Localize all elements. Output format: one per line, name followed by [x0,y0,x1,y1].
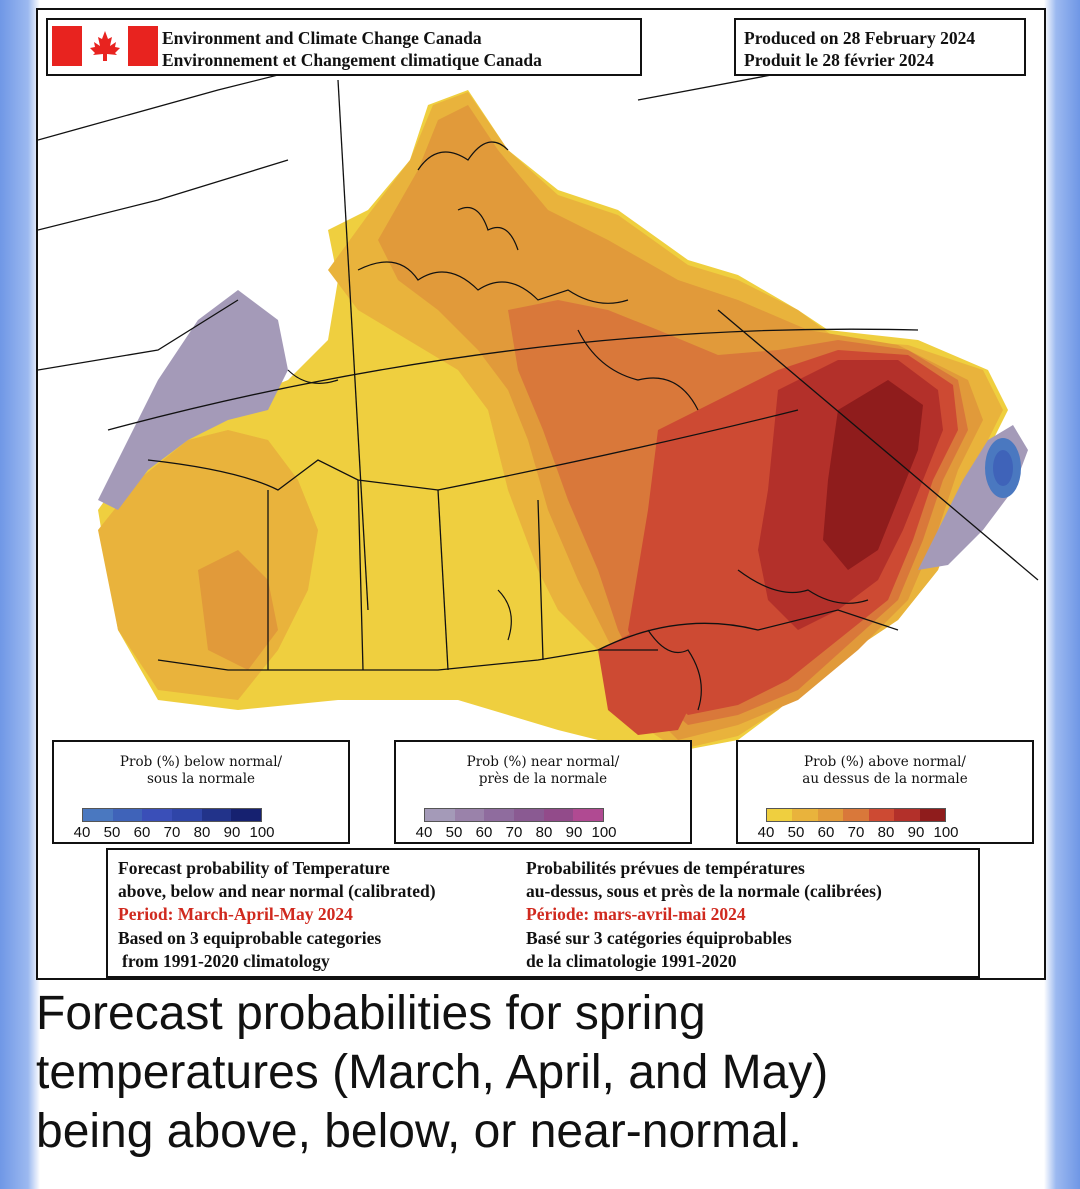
legend-below-normal: Prob (%) below normal/ sous la normale 4… [52,740,350,844]
agency-header: Environment and Climate Change Canada En… [46,18,642,76]
boundary-lines [38,59,1039,671]
info-en-line5: from 1991-2020 climatology [122,951,330,971]
legend-swatch [868,809,895,821]
production-date-box: Produced on 28 February 2024 Produit le … [734,18,1026,76]
produced-date-fr: Produit le 28 février 2024 [744,50,934,70]
agency-name-en: Environment and Climate Change Canada [162,28,482,48]
legend-swatch [817,809,844,821]
info-fr-line4: Basé sur 3 catégories équiprobables [526,928,792,948]
info-fr-line2: au-dessus, sous et près de la normale (c… [526,881,882,901]
legend-tick-label: 40 [415,824,433,841]
legend-swatch [454,809,485,821]
legend-swatch [484,809,515,821]
legend-title-en: Prob (%) below normal/ [119,754,283,770]
legend-color-bar [424,808,604,822]
legend-title-fr: sous la normale [146,771,256,787]
below-normal-core [993,450,1013,486]
legend-tick-label: 90 [223,824,241,841]
legend-title-fr: au dessus de la normale [802,771,968,787]
legend-tick-label: 60 [475,824,493,841]
legend-color-bar [766,808,946,822]
legend-tick-label: 80 [535,824,553,841]
legend-swatch [843,809,869,821]
legend-swatch [83,809,113,821]
produced-date-en: Produced on 28 February 2024 [744,28,976,48]
info-fr-period: Période: mars-avril-mai 2024 [526,904,746,924]
legend-tick-label: 50 [103,824,121,841]
above-100-zone [823,380,923,570]
near-normal-zone-west [98,290,288,510]
info-en-line2: above, below and near normal (calibrated… [118,881,436,901]
legend-tick-label: 90 [907,824,925,841]
legend-swatch [894,809,920,821]
legend-title-en: Prob (%) above normal/ [804,754,966,770]
legend-near-normal: Prob (%) near normal/ près de la normale… [394,740,692,844]
legend-swatch [142,809,173,821]
legend-tick-label: 70 [847,824,865,841]
probability-map [38,59,1039,755]
legend-swatch [172,809,202,821]
legend-swatch [767,809,793,821]
legend-swatch [231,809,262,821]
legend-tick-label: 100 [249,824,275,841]
canada-flag-icon [52,26,158,66]
forecast-map: Environment and Climate Change Canada En… [36,8,1046,980]
info-fr-line1: Probabilités prévues de températures [526,858,805,878]
legend-tick-label: 100 [933,824,959,841]
info-en-line4: Based on 3 equiprobable categories [118,928,382,948]
legend-title-fr: près de la normale [478,771,608,787]
legend-tick-label: 70 [505,824,523,841]
legend-tick-label: 50 [445,824,463,841]
legend-swatch [919,809,945,821]
image-caption: Forecast probabilities for spring temper… [36,984,1036,1161]
legend-tick-label: 90 [565,824,583,841]
legend-tick-label: 100 [591,824,617,841]
legend-swatch [573,809,604,821]
legend-tick-label: 80 [877,824,895,841]
legend-swatch [514,809,544,821]
caption-line: temperatures (March, April, and May) [36,1046,829,1099]
legend-tick-label: 60 [133,824,151,841]
info-en-period: Period: March-April-May 2024 [118,904,353,924]
legend-swatch [792,809,818,821]
legend-tick-label: 70 [163,824,181,841]
info-fr-line5: de la climatologie 1991-2020 [526,951,737,971]
legend-tick-label: 80 [193,824,211,841]
agency-name-fr: Environnement et Changement climatique C… [162,50,542,70]
legend-tick-label: 60 [817,824,835,841]
legend-tick-label: 40 [757,824,775,841]
legend-tick-label: 50 [787,824,805,841]
legend-swatch [425,809,455,821]
legend-above-normal: Prob (%) above normal/ au dessus de la n… [736,740,1034,844]
caption-line: being above, below, or near-normal. [36,1105,802,1158]
above-60-zone [198,550,278,670]
legend-color-bar [82,808,262,822]
legend-swatch [201,809,232,821]
legend-title-en: Prob (%) near normal/ [466,754,620,770]
legend-swatch [112,809,143,821]
legend-tick-label: 40 [73,824,91,841]
above-80-zone-south [598,630,698,735]
coastlines [287,141,869,711]
legend-swatch [543,809,574,821]
info-en-line1: Forecast probability of Temperature [118,858,390,878]
caption-line: Forecast probabilities for spring [36,987,706,1040]
forecast-info-box: Forecast probability of Temperature abov… [106,848,980,978]
